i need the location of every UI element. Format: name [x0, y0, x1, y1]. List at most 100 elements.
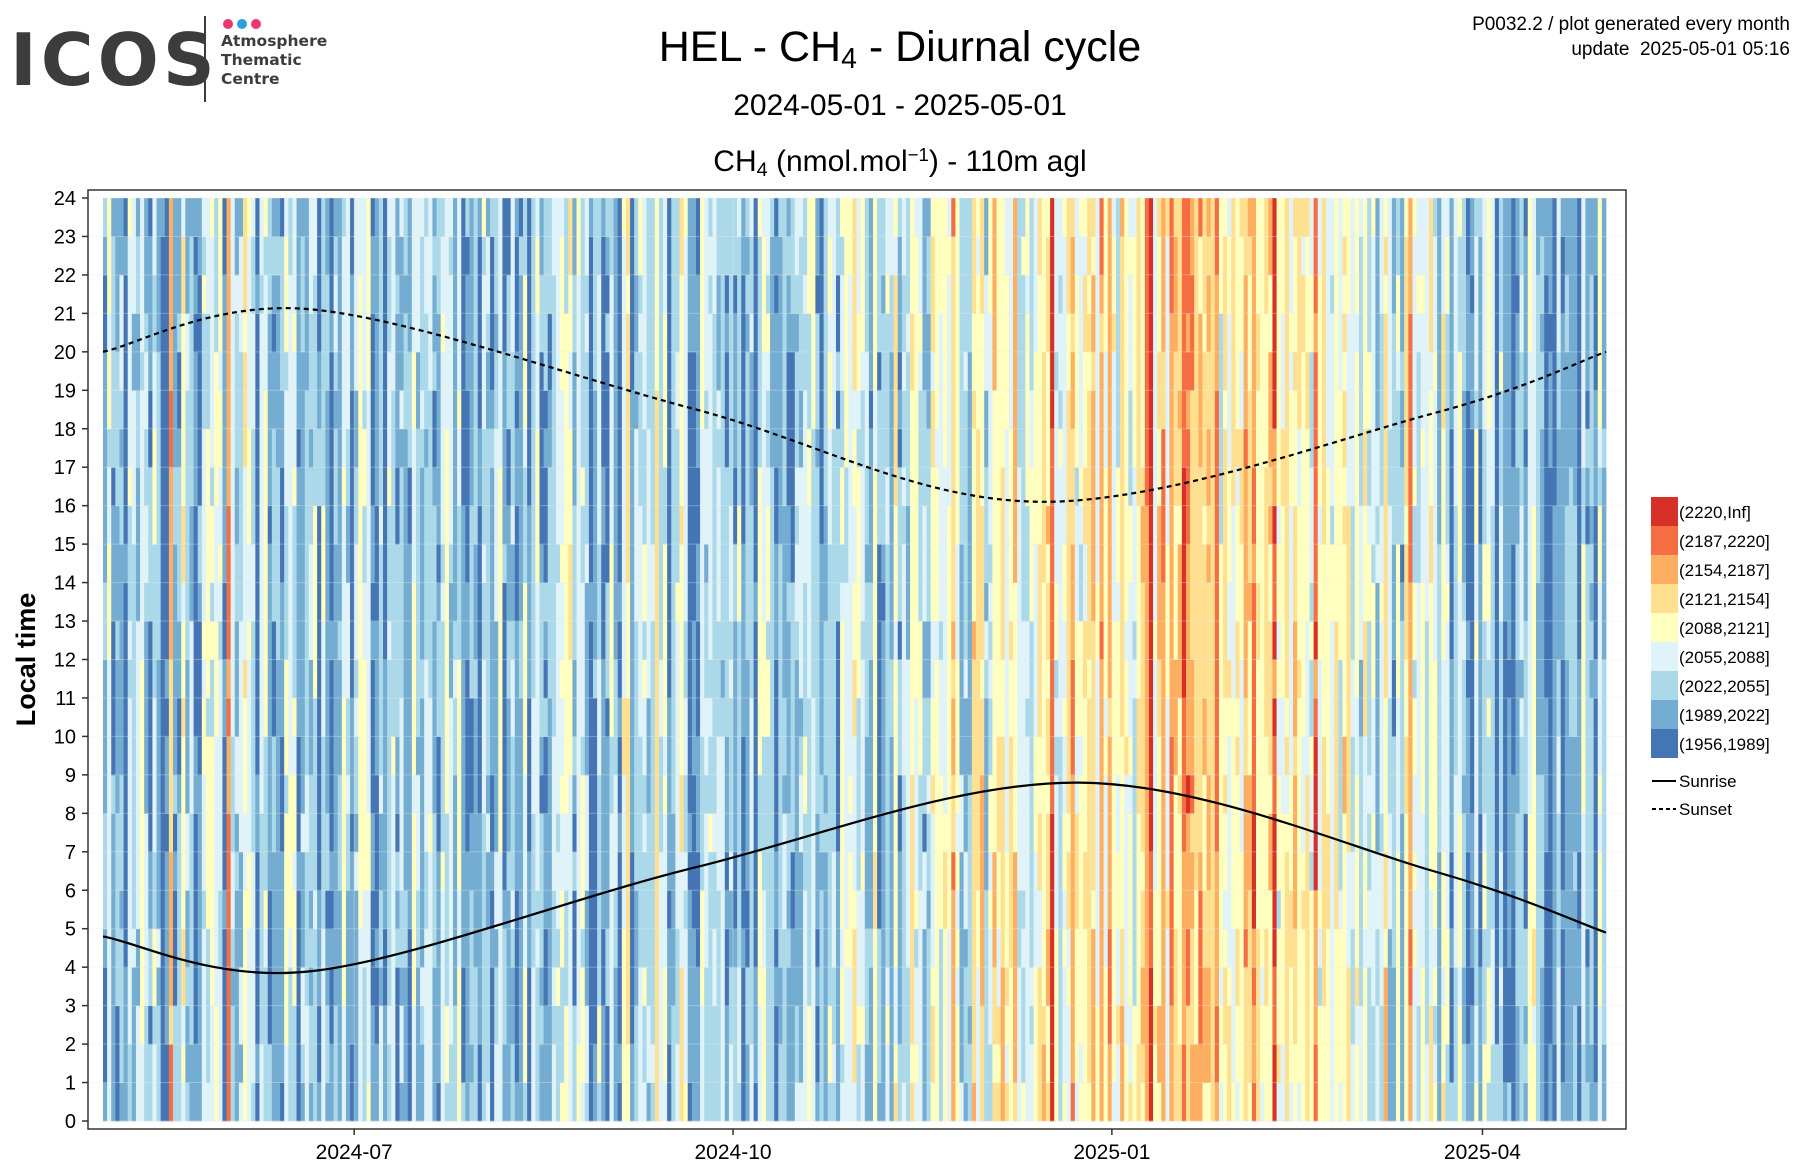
heatmap-cell	[131, 505, 137, 545]
plot-meta: P0032.2 / plot generated every month upd…	[1472, 12, 1790, 62]
heatmap-cell	[761, 505, 767, 545]
heatmap-cell	[745, 1005, 750, 1045]
heatmap-cell	[798, 1005, 804, 1045]
heatmap-cell	[663, 851, 668, 891]
heatmap-cell	[168, 1044, 174, 1083]
heatmap-cell	[885, 851, 890, 891]
heatmap-cell	[354, 967, 359, 1007]
heatmap-cell	[374, 659, 380, 699]
heatmap-cell	[271, 890, 277, 930]
heatmap-cell	[119, 428, 124, 468]
heatmap-cell	[263, 313, 269, 353]
heatmap-cell	[399, 274, 404, 314]
heatmap-cell	[794, 928, 800, 968]
heatmap-cell	[646, 697, 652, 737]
heatmap-cell	[275, 544, 281, 583]
heatmap-cell	[646, 544, 652, 583]
heatmap-cell	[362, 390, 367, 430]
heatmap-cell	[502, 467, 507, 507]
heatmap-cell	[576, 1005, 582, 1045]
heatmap-cell	[951, 928, 956, 968]
heatmap-cell	[926, 928, 932, 968]
heatmap-cell	[308, 428, 314, 468]
heatmap-cell	[868, 659, 874, 699]
heatmap-cell	[123, 582, 129, 622]
heatmap-cell	[663, 274, 668, 314]
heatmap-cell	[457, 198, 462, 237]
heatmap-cell	[864, 313, 870, 353]
heatmap-cell	[325, 544, 330, 583]
heatmap-cell	[564, 467, 569, 507]
heatmap-cell	[733, 967, 738, 1007]
heatmap-cell	[288, 774, 293, 814]
heatmap-cell	[465, 582, 470, 622]
heatmap-cell	[720, 736, 726, 776]
heatmap-cell	[156, 390, 162, 430]
heatmap-cell	[724, 467, 730, 507]
heatmap-cell	[539, 236, 545, 276]
heatmap-cell	[333, 351, 339, 391]
heatmap-cell	[593, 274, 598, 314]
heatmap-cell	[823, 851, 829, 891]
heatmap-cell	[922, 467, 927, 507]
heatmap-cell	[152, 774, 157, 814]
heatmap-cell	[720, 236, 726, 276]
heatmap-cell	[601, 813, 606, 853]
heatmap-cell	[823, 621, 829, 660]
heatmap-cell	[811, 967, 816, 1007]
heatmap-cell	[148, 1005, 153, 1045]
heatmap-cell	[152, 659, 157, 699]
heatmap-cell	[461, 351, 466, 391]
heatmap-cell	[506, 236, 512, 276]
heatmap-cell	[280, 1044, 285, 1083]
heatmap-cell	[366, 582, 372, 622]
heatmap-cell	[271, 697, 277, 737]
heatmap-cell	[317, 390, 322, 430]
heatmap-cell	[288, 582, 293, 622]
heatmap-cell	[831, 544, 837, 583]
heatmap-cell	[551, 428, 557, 468]
heatmap-cell	[934, 582, 940, 622]
heatmap-cell	[815, 313, 820, 353]
heatmap-cell	[790, 428, 796, 468]
heatmap-cell	[642, 351, 647, 391]
heatmap-cell	[848, 967, 853, 1007]
heatmap-cell	[321, 621, 326, 660]
heatmap-cell	[938, 736, 944, 776]
heatmap-cell	[329, 236, 334, 276]
heatmap-cell	[321, 851, 326, 891]
heatmap-cell	[329, 505, 334, 545]
heatmap-cell	[951, 544, 956, 583]
heatmap-cell	[415, 544, 421, 583]
heatmap-cell	[580, 659, 586, 699]
heatmap-cell	[782, 390, 787, 430]
heatmap-cell	[720, 274, 726, 314]
heatmap-cell	[790, 236, 796, 276]
heatmap-cell	[313, 544, 318, 583]
heatmap-cell	[543, 236, 549, 276]
heatmap-cell	[362, 236, 367, 276]
heatmap-cell	[794, 390, 800, 430]
heatmap-cell	[518, 659, 524, 699]
heatmap-cell	[193, 505, 199, 545]
heatmap-cell	[325, 582, 330, 622]
heatmap-cell	[827, 774, 833, 814]
heatmap-cell	[514, 774, 520, 814]
heatmap-cell	[716, 1044, 722, 1083]
heatmap-cell	[864, 621, 870, 660]
heatmap-cell	[370, 621, 376, 660]
heatmap-cell	[835, 736, 841, 776]
heatmap-cell	[296, 582, 302, 622]
heatmap-cell	[695, 890, 701, 930]
heatmap-cell	[572, 390, 577, 430]
heatmap-cell	[807, 1082, 812, 1122]
heatmap-cell	[663, 582, 668, 622]
heatmap-cell	[815, 928, 820, 968]
heatmap-cell	[543, 390, 549, 430]
heatmap-cell	[119, 236, 124, 276]
heatmap-cell	[617, 582, 623, 622]
heatmap-cell	[345, 621, 351, 660]
heatmap-cell	[523, 274, 528, 314]
heatmap-cell	[370, 428, 376, 468]
heatmap-cell	[407, 467, 413, 507]
